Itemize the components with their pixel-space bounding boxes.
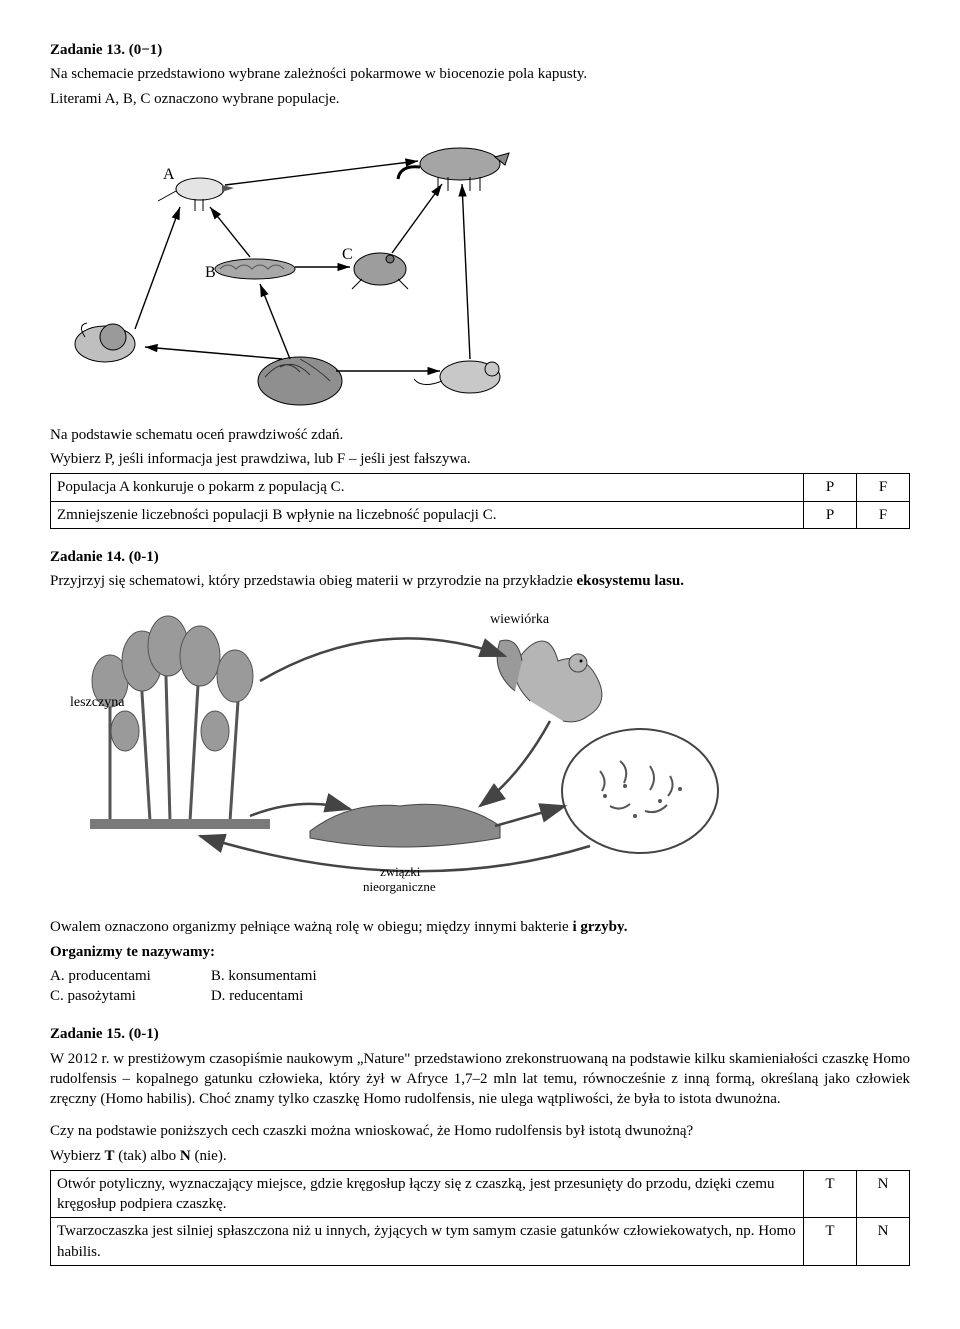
task13-intro1: Na schemacie przedstawiono wybrane zależ…: [50, 64, 910, 84]
arrow-hazel-squirrel: [260, 639, 505, 682]
task14-answers: A. producentami C. pasożytami B. konsume…: [50, 966, 910, 1007]
task13-row1-f[interactable]: F: [857, 474, 910, 501]
caterpillar-icon: [215, 259, 295, 279]
instr-t: T: [105, 1148, 115, 1164]
task15-table: Otwór potyliczny, wyznaczający miejsce, …: [50, 1170, 910, 1266]
task13-foodweb-diagram: A B C: [50, 119, 910, 409]
task15-row1-n[interactable]: N: [857, 1170, 910, 1218]
edge-frog-fox: [392, 184, 442, 253]
task-13: Zadanie 13. (0−1) Na schemacie przedstaw…: [50, 40, 910, 529]
task13-row1-p[interactable]: P: [804, 474, 857, 501]
label-c: C: [342, 246, 353, 263]
answer-c[interactable]: C. pasożytami: [50, 986, 151, 1006]
table-row: Populacja A konkuruje o pokarm z populac…: [51, 474, 910, 501]
task15-row2-t[interactable]: T: [804, 1218, 857, 1266]
foodweb-svg: A B C: [50, 119, 610, 409]
task14-after-bold: i grzyby.: [572, 919, 627, 935]
squirrel-icon: [497, 640, 602, 722]
task15-row2-text: Twarzoczaszka jest silniej spłaszczona n…: [51, 1218, 804, 1266]
compounds-label2: nieorganiczne: [363, 879, 436, 894]
table-row: Otwór potyliczny, wyznaczający miejsce, …: [51, 1170, 910, 1218]
squirrel-label: wiewiórka: [490, 612, 550, 627]
edge-cabbage-snail: [145, 347, 282, 359]
compounds-label1: związki: [380, 864, 421, 879]
task15-question: Czy na podstawie poniższych cech czaszki…: [50, 1121, 910, 1141]
edge-mouse-fox: [462, 184, 470, 359]
task14-intro-bold: ekosystemu lasu.: [576, 573, 684, 589]
task14-intro: Przyjrzyj się schematowi, który przedsta…: [50, 571, 910, 591]
instr-post: (nie).: [191, 1148, 227, 1164]
label-a: A: [163, 166, 175, 183]
task14-after: Owalem oznaczono organizmy pełniące ważn…: [50, 917, 910, 937]
answer-a[interactable]: A. producentami: [50, 966, 151, 986]
instr-mid: (tak) albo: [115, 1148, 180, 1164]
task13-after1: Na podstawie schematu oceń prawdziwość z…: [50, 425, 910, 445]
edge-cabbage-caterpillar: [260, 284, 290, 359]
hazel-plant-icon: [90, 616, 270, 829]
task15-instr: Wybierz T (tak) albo N (nie).: [50, 1146, 910, 1166]
answer-b[interactable]: B. konsumentami: [211, 966, 317, 986]
task14-prompt: Organizmy te nazywamy:: [50, 942, 910, 962]
fox-icon: [398, 148, 509, 191]
hazel-label: leszczyna: [70, 695, 125, 710]
answer-d[interactable]: D. reducentami: [211, 986, 317, 1006]
table-row: Twarzoczaszka jest silniej spłaszczona n…: [51, 1218, 910, 1266]
arrow-squirrel-litter: [480, 721, 550, 806]
task15-row1-t[interactable]: T: [804, 1170, 857, 1218]
table-row: Zmniejszenie liczebności populacji B wpł…: [51, 501, 910, 528]
task14-after-pre: Owalem oznaczono organizmy pełniące ważn…: [50, 919, 572, 935]
task13-heading: Zadanie 13. (0−1): [50, 40, 910, 60]
task-14: Zadanie 14. (0-1) Przyjrzyj się schemato…: [50, 547, 910, 1007]
cabbage-icon: [258, 357, 342, 405]
task13-row2-text: Zmniejszenie liczebności populacji B wpł…: [51, 501, 804, 528]
task13-row1-text: Populacja A konkuruje o pokarm z populac…: [51, 474, 804, 501]
task14-heading: Zadanie 14. (0-1): [50, 547, 910, 567]
mouse-icon: [414, 361, 500, 393]
ecosystem-svg: leszczyna wiewiórka: [50, 601, 770, 901]
frog-icon: [352, 253, 408, 289]
decomposers-oval: [562, 729, 718, 853]
label-b: B: [205, 264, 216, 281]
litter-icon: [310, 804, 500, 847]
task13-table: Populacja A konkuruje o pokarm z populac…: [50, 473, 910, 529]
arrow-hazel-litter: [250, 804, 350, 816]
task14-ecosystem-diagram: leszczyna wiewiórka: [50, 601, 910, 901]
task15-row1-text: Otwór potyliczny, wyznaczający miejsce, …: [51, 1170, 804, 1218]
snail-icon: [75, 323, 135, 362]
task13-after2: Wybierz P, jeśli informacja jest prawdzi…: [50, 449, 910, 469]
task15-row2-n[interactable]: N: [857, 1218, 910, 1266]
arrow-litter-decomposers: [495, 806, 565, 826]
task15-heading: Zadanie 15. (0-1): [50, 1024, 910, 1044]
edge-caterpillar-bird: [210, 207, 250, 257]
task15-para: W 2012 r. w prestiżowym czasopiśmie nauk…: [50, 1049, 910, 1110]
task13-row2-p[interactable]: P: [804, 501, 857, 528]
task-15: Zadanie 15. (0-1) W 2012 r. w prestiżowy…: [50, 1024, 910, 1266]
instr-n: N: [180, 1148, 191, 1164]
instr-pre: Wybierz: [50, 1148, 105, 1164]
task13-intro2: Literami A, B, C oznaczono wybrane popul…: [50, 89, 910, 109]
task14-intro-pre: Przyjrzyj się schematowi, który przedsta…: [50, 573, 576, 589]
task13-row2-f[interactable]: F: [857, 501, 910, 528]
edge-bird-fox: [225, 161, 418, 185]
edge-snail-bird: [135, 207, 180, 329]
